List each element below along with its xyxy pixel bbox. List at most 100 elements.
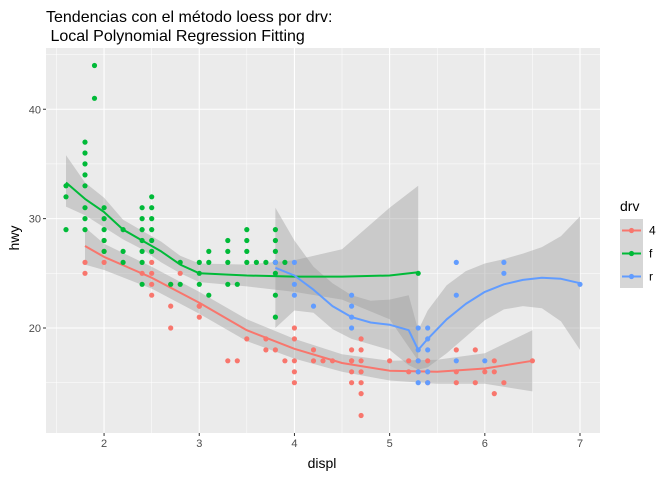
data-point-f: [101, 248, 107, 254]
data-point-f: [149, 227, 155, 233]
data-point-f: [225, 237, 231, 244]
loess-line-r: [275, 266, 581, 351]
data-point-f: [206, 248, 212, 254]
x-tick-label: 3: [196, 438, 202, 450]
data-point-f: [272, 292, 278, 298]
x-axis-title: displ: [308, 455, 337, 471]
data-point-4: [349, 369, 355, 375]
data-point-4: [139, 270, 145, 276]
data-point-r: [501, 259, 507, 265]
data-point-f: [225, 281, 231, 287]
data-point-r: [415, 369, 421, 375]
data-point-f: [282, 259, 288, 265]
data-point-4: [387, 358, 393, 364]
data-point-f: [272, 248, 278, 254]
data-point-f: [101, 216, 107, 222]
data-point-r: [415, 325, 421, 331]
data-point-f: [149, 248, 155, 254]
data-point-4: [358, 380, 364, 386]
data-point-f: [206, 259, 212, 265]
data-point-f: [272, 270, 278, 276]
data-point-r: [291, 281, 297, 287]
data-point-r: [425, 325, 431, 331]
data-point-r: [349, 314, 355, 320]
data-point-r: [453, 358, 459, 364]
data-point-4: [329, 358, 336, 364]
x-tick-label: 4: [291, 438, 297, 450]
data-point-r: [291, 259, 297, 265]
legend-point-4: [628, 227, 635, 234]
data-point-f: [177, 259, 183, 265]
data-point-f: [196, 259, 202, 265]
legend-label-f: f: [649, 247, 653, 261]
data-point-f: [272, 227, 278, 233]
data-point-r: [501, 270, 507, 276]
data-point-r: [482, 358, 488, 364]
data-point-f: [82, 216, 88, 222]
data-point-f: [139, 259, 145, 265]
data-point-4: [310, 347, 317, 353]
data-point-4: [291, 380, 297, 386]
confidence-band-4: [85, 227, 533, 392]
data-point-f: [234, 281, 240, 287]
legend: drv 4 fr: [620, 198, 656, 288]
axes: 2 3 4 5 6 7 20 30 40: [29, 104, 583, 450]
data-point-f: [244, 259, 250, 265]
data-point-f: [82, 205, 88, 211]
data-point-r: [272, 259, 278, 265]
data-point-r: [453, 292, 459, 298]
data-point-f: [82, 139, 88, 145]
data-point-r: [425, 347, 431, 353]
data-point-4: [149, 270, 155, 276]
data-point-4: [472, 380, 478, 386]
data-point-4: [349, 358, 355, 364]
data-point-4: [101, 259, 107, 265]
data-point-r: [415, 358, 421, 364]
data-point-r: [425, 380, 431, 386]
y-axis-title: hwy: [6, 226, 22, 251]
plot-panel: [46, 48, 600, 433]
x-tick-label: 5: [387, 438, 393, 450]
data-point-4: [425, 358, 431, 364]
data-point-f: [139, 281, 145, 287]
data-point-r: [310, 303, 317, 309]
data-point-4: [291, 369, 297, 375]
data-point-f: [168, 281, 174, 287]
data-point-4: [177, 270, 183, 276]
data-point-4: [310, 358, 317, 364]
data-point-r: [349, 303, 355, 309]
data-point-4: [149, 259, 155, 265]
data-point-f: [177, 281, 183, 287]
data-point-f: [244, 237, 250, 244]
chart-title: Tendencias con el método loess por drv:: [46, 9, 332, 26]
scatter-points: [63, 62, 583, 419]
data-point-4: [358, 358, 364, 364]
legend-label-4: 4: [649, 224, 656, 238]
y-tick-label: 30: [29, 214, 41, 226]
data-point-4: [358, 391, 364, 397]
data-point-4: [82, 270, 88, 276]
data-point-f: [415, 270, 421, 276]
data-point-4: [358, 347, 364, 353]
legend-point-f: [628, 250, 635, 257]
data-point-4: [529, 358, 536, 364]
x-tick-label: 6: [482, 438, 488, 450]
data-point-f: [149, 216, 155, 222]
data-point-4: [491, 369, 497, 375]
data-point-f: [63, 194, 69, 200]
data-point-4: [291, 336, 297, 342]
data-point-4: [491, 358, 497, 364]
data-point-f: [139, 205, 145, 211]
data-point-f: [139, 216, 145, 222]
data-point-4: [225, 358, 231, 364]
y-tick-label: 20: [29, 323, 41, 335]
data-point-f: [82, 172, 88, 178]
data-point-4: [196, 303, 202, 309]
confidence-band-f: [66, 155, 419, 361]
data-point-4: [149, 292, 155, 298]
data-point-4: [82, 259, 88, 265]
data-point-r: [425, 369, 431, 375]
legend-title: drv: [620, 198, 639, 214]
data-point-f: [263, 259, 269, 265]
